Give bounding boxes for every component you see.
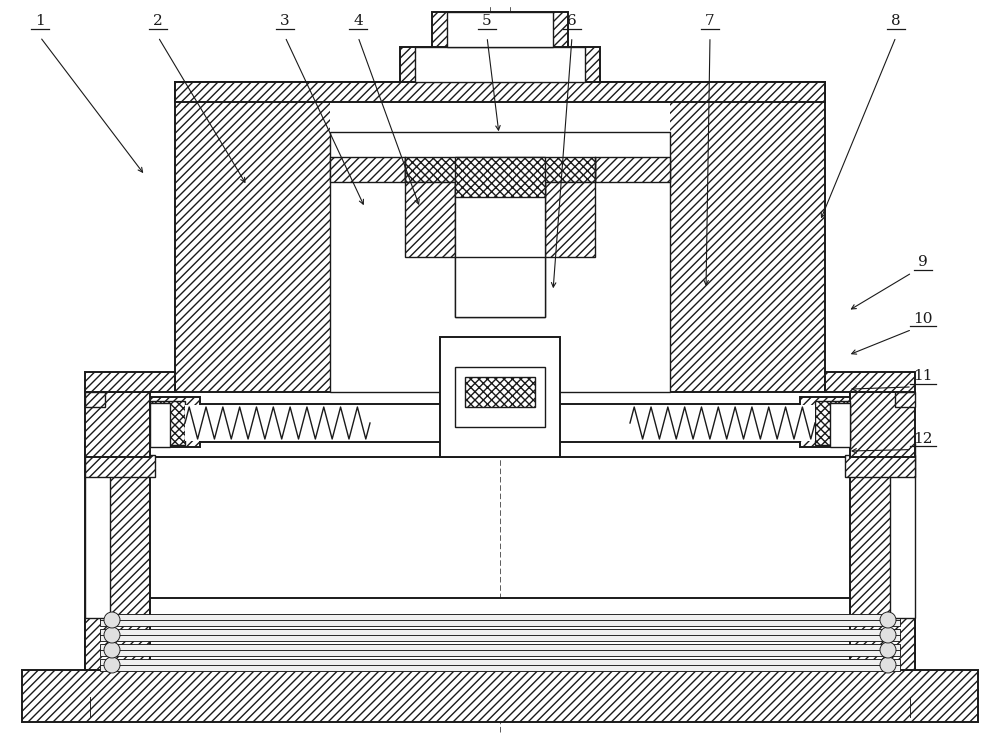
- Bar: [100, 629, 900, 641]
- Circle shape: [880, 657, 896, 673]
- Bar: [455, 257, 545, 317]
- Bar: [85, 618, 150, 670]
- Circle shape: [104, 657, 120, 673]
- Text: 5: 5: [482, 14, 492, 28]
- Bar: [405, 182, 455, 257]
- Bar: [100, 618, 900, 670]
- Bar: [440, 337, 560, 457]
- Bar: [175, 82, 825, 102]
- Bar: [330, 132, 670, 392]
- Bar: [415, 47, 585, 82]
- Bar: [175, 82, 825, 392]
- Text: 4: 4: [353, 14, 363, 28]
- Bar: [850, 443, 915, 618]
- Bar: [455, 367, 545, 427]
- Text: 1: 1: [35, 14, 45, 28]
- Bar: [432, 12, 568, 47]
- Bar: [455, 157, 545, 197]
- Text: 11: 11: [913, 369, 933, 383]
- Bar: [447, 12, 553, 47]
- Bar: [465, 377, 535, 407]
- Circle shape: [104, 612, 120, 628]
- Circle shape: [880, 612, 896, 628]
- Bar: [85, 392, 105, 407]
- Text: 10: 10: [913, 312, 933, 326]
- Bar: [85, 455, 155, 477]
- Text: 6: 6: [567, 14, 577, 28]
- Bar: [150, 401, 185, 445]
- Circle shape: [104, 642, 120, 658]
- Bar: [595, 157, 670, 182]
- Bar: [22, 670, 978, 722]
- Bar: [800, 397, 900, 447]
- Text: 12: 12: [913, 432, 933, 446]
- Bar: [830, 403, 850, 447]
- Text: 9: 9: [918, 255, 928, 269]
- Text: 7: 7: [705, 14, 715, 28]
- Bar: [150, 403, 170, 447]
- Bar: [815, 401, 850, 445]
- Bar: [330, 157, 405, 182]
- Bar: [330, 82, 670, 392]
- Bar: [185, 405, 370, 441]
- Text: 2: 2: [153, 14, 163, 28]
- Bar: [100, 614, 900, 626]
- Circle shape: [880, 642, 896, 658]
- Bar: [545, 182, 595, 257]
- Bar: [630, 405, 815, 441]
- Bar: [895, 392, 915, 407]
- Bar: [850, 392, 915, 457]
- Bar: [825, 372, 915, 392]
- Bar: [455, 182, 545, 317]
- Bar: [100, 435, 900, 457]
- Circle shape: [880, 627, 896, 643]
- Bar: [85, 392, 150, 457]
- Bar: [85, 443, 110, 618]
- Bar: [85, 443, 150, 618]
- Bar: [405, 157, 595, 182]
- Bar: [100, 397, 200, 447]
- Bar: [100, 644, 900, 656]
- Circle shape: [104, 627, 120, 643]
- Bar: [150, 404, 850, 442]
- Bar: [85, 618, 915, 670]
- Bar: [850, 618, 915, 670]
- Bar: [845, 455, 915, 477]
- Bar: [150, 598, 850, 618]
- Bar: [890, 443, 915, 618]
- Text: 3: 3: [280, 14, 290, 28]
- Bar: [400, 47, 600, 82]
- Bar: [100, 659, 900, 671]
- Bar: [85, 372, 175, 392]
- Text: 8: 8: [891, 14, 901, 28]
